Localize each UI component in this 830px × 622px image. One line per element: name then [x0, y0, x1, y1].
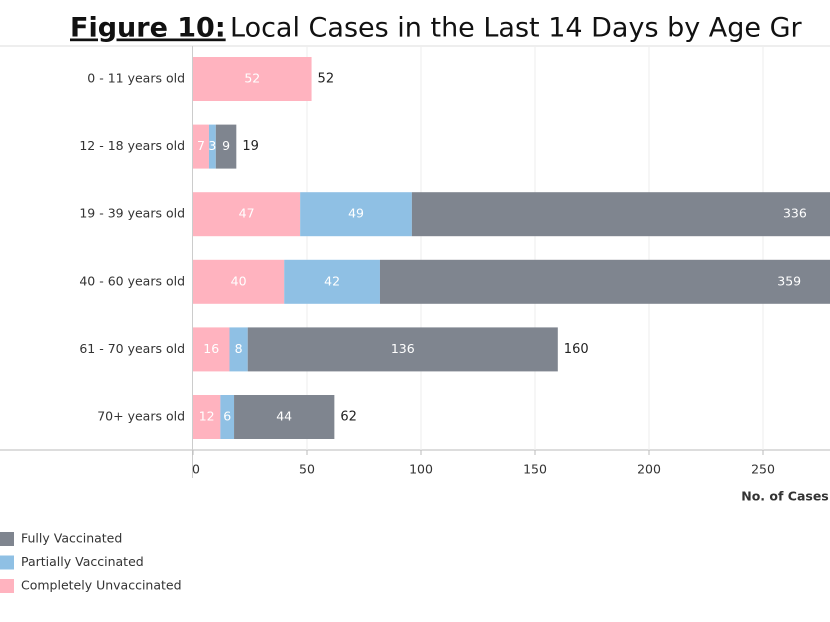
bar-segment	[220, 395, 235, 439]
figure-label: Figure 10:	[70, 13, 226, 44]
x-axis-label: No. of Cases	[741, 489, 829, 504]
segment-label: 47	[239, 206, 255, 221]
legend-label: Partially Vaccinated	[21, 554, 144, 569]
bar-segment	[193, 259, 285, 304]
bar-segment	[379, 259, 830, 304]
bar-segment	[229, 327, 248, 372]
bar-segment	[193, 124, 209, 169]
legend-swatch	[0, 532, 14, 546]
segment-label: 136	[391, 341, 415, 356]
segment-label: 7	[197, 138, 205, 153]
category-label: 70+ years old	[97, 409, 185, 424]
category-label: 19 - 39 years old	[79, 206, 185, 221]
legend-swatch	[0, 555, 14, 570]
segment-label: 6	[223, 409, 231, 424]
category-label: 0 - 11 years old	[87, 71, 185, 86]
x-tick-label: 150	[523, 462, 547, 477]
total-label: 62	[340, 410, 357, 425]
bar-segment	[411, 192, 830, 237]
segment-label: 16	[203, 341, 219, 356]
category-label: 12 - 18 years old	[79, 138, 185, 153]
segment-label: 49	[348, 206, 364, 221]
bar-segment	[247, 327, 558, 372]
segment-label: 3	[208, 138, 216, 153]
total-label: 19	[242, 139, 259, 154]
legend-label: Completely Unvaccinated	[21, 578, 182, 593]
segment-label: 12	[199, 409, 215, 424]
x-tick-label: 200	[637, 462, 661, 477]
segment-label: 9	[222, 138, 230, 153]
bar-segment	[208, 124, 216, 169]
bar-segment	[234, 395, 335, 439]
x-tick-label: 0	[192, 462, 200, 477]
segment-label: 42	[324, 273, 340, 288]
total-label: 160	[564, 342, 589, 357]
x-tick-label: 250	[751, 462, 775, 477]
bar-segment	[193, 57, 312, 101]
bar-segment	[193, 192, 301, 237]
segment-label: 359	[777, 273, 801, 288]
segment-label: 8	[235, 341, 243, 356]
x-tick-label: 100	[409, 462, 433, 477]
category-label: 40 - 60 years old	[79, 273, 185, 288]
chart-title: Local Cases in the Last 14 Days by Age G…	[230, 13, 803, 44]
x-tick-label: 50	[299, 462, 315, 477]
segment-label: 40	[231, 273, 247, 288]
segment-label: 44	[276, 409, 292, 424]
legend-label: Fully Vaccinated	[21, 531, 122, 546]
bar-segment	[215, 124, 237, 169]
category-label: 61 - 70 years old	[79, 341, 185, 356]
bar-segment	[284, 259, 380, 304]
legend-swatch	[0, 579, 14, 593]
total-label: 52	[318, 72, 335, 87]
bar-segment	[193, 327, 230, 372]
segment-label: 52	[244, 71, 260, 86]
bar-segment	[193, 395, 221, 439]
segment-label: 336	[783, 206, 807, 221]
bar-segment	[300, 192, 412, 237]
